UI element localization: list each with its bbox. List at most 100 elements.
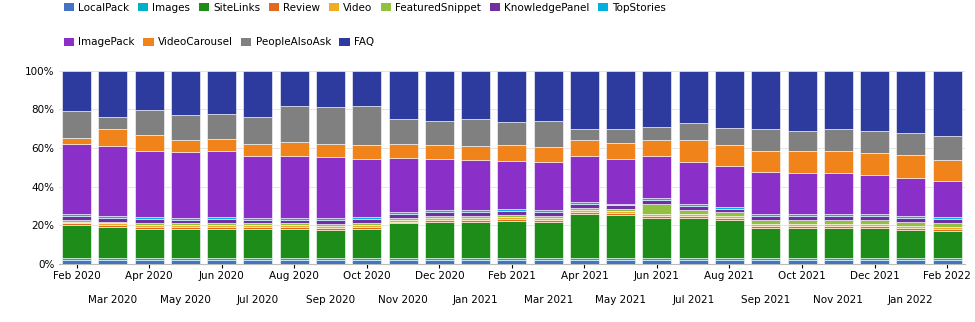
Bar xyxy=(752,258,780,260)
Bar xyxy=(135,71,164,110)
Bar xyxy=(316,218,345,220)
Bar xyxy=(425,146,453,159)
Bar xyxy=(752,150,780,172)
Bar xyxy=(933,258,961,260)
Bar xyxy=(643,258,672,260)
Bar xyxy=(570,156,599,202)
Bar xyxy=(280,260,309,264)
Bar xyxy=(461,216,490,218)
Bar xyxy=(244,117,272,144)
Text: Sep 2020: Sep 2020 xyxy=(306,295,355,305)
Bar xyxy=(933,160,961,181)
Bar xyxy=(752,172,780,214)
Bar xyxy=(533,210,563,212)
Bar xyxy=(643,156,672,198)
Bar xyxy=(570,71,599,129)
Bar xyxy=(461,222,490,258)
Text: Mar 2020: Mar 2020 xyxy=(89,295,137,305)
Bar xyxy=(933,136,961,160)
Bar xyxy=(352,71,381,106)
Bar xyxy=(715,128,744,146)
Bar xyxy=(824,220,853,224)
Bar xyxy=(679,206,708,210)
Bar xyxy=(679,162,708,204)
Bar xyxy=(643,140,672,156)
Bar xyxy=(171,220,200,223)
Bar xyxy=(244,258,272,260)
Bar xyxy=(425,120,453,146)
Bar xyxy=(208,217,236,219)
Bar xyxy=(389,119,417,144)
Bar xyxy=(497,161,526,209)
Bar xyxy=(98,260,128,264)
Bar xyxy=(62,216,91,220)
Bar xyxy=(98,218,128,222)
Bar xyxy=(606,129,635,143)
Bar xyxy=(533,258,563,260)
Bar xyxy=(679,71,708,123)
Bar xyxy=(860,226,889,228)
Bar xyxy=(280,156,309,218)
Bar xyxy=(171,71,200,115)
Bar xyxy=(715,207,744,209)
Bar xyxy=(860,131,889,153)
Bar xyxy=(933,181,961,217)
Bar xyxy=(316,230,345,258)
Bar xyxy=(171,260,200,264)
Bar xyxy=(135,217,164,219)
Bar xyxy=(752,260,780,264)
Bar xyxy=(352,106,381,145)
Text: May 2021: May 2021 xyxy=(595,295,646,305)
Bar xyxy=(244,223,272,225)
Bar xyxy=(788,228,816,258)
Bar xyxy=(824,129,853,151)
Bar xyxy=(788,224,816,226)
Bar xyxy=(62,225,91,258)
Bar xyxy=(389,223,417,258)
Bar xyxy=(715,146,744,166)
Bar xyxy=(425,216,453,218)
Bar xyxy=(389,212,417,214)
Bar xyxy=(135,151,164,217)
Bar xyxy=(715,220,744,258)
Bar xyxy=(643,204,672,214)
Bar xyxy=(643,216,672,218)
Bar xyxy=(715,209,744,213)
Bar xyxy=(643,218,672,258)
Bar xyxy=(752,220,780,224)
Bar xyxy=(679,258,708,260)
Bar xyxy=(752,128,780,150)
Bar xyxy=(280,71,309,106)
Bar xyxy=(606,211,635,213)
Bar xyxy=(425,258,453,260)
Bar xyxy=(316,228,345,230)
Bar xyxy=(389,258,417,260)
Bar xyxy=(280,227,309,229)
Bar xyxy=(208,219,236,223)
Bar xyxy=(208,151,236,217)
Bar xyxy=(208,114,236,139)
Bar xyxy=(461,212,490,216)
Bar xyxy=(280,218,309,220)
Bar xyxy=(752,226,780,228)
Bar xyxy=(824,228,853,258)
Bar xyxy=(860,224,889,226)
Bar xyxy=(788,214,816,216)
Bar xyxy=(606,213,635,215)
Bar xyxy=(171,223,200,225)
Bar xyxy=(389,222,417,223)
Bar xyxy=(533,212,563,216)
Bar xyxy=(98,117,128,129)
Bar xyxy=(244,225,272,227)
Bar xyxy=(643,200,672,204)
Bar xyxy=(98,222,128,223)
Bar xyxy=(715,213,744,216)
Bar xyxy=(461,160,490,210)
Bar xyxy=(570,260,599,264)
Bar xyxy=(679,123,708,140)
Bar xyxy=(896,177,925,216)
Bar xyxy=(98,223,128,225)
Bar xyxy=(896,216,925,218)
Bar xyxy=(824,260,853,264)
Bar xyxy=(497,217,526,219)
